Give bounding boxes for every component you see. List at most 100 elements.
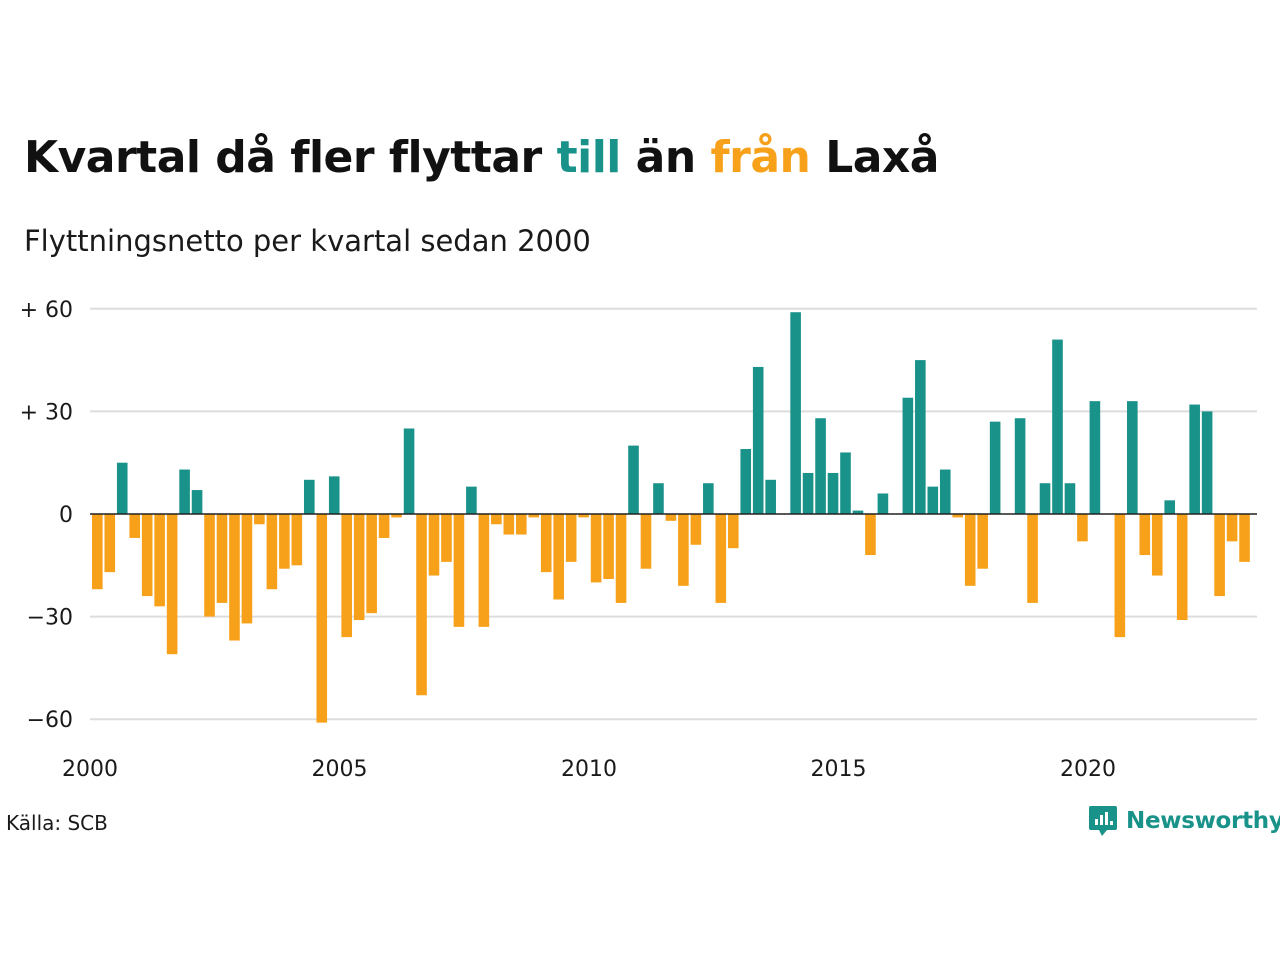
title-till-word: till xyxy=(556,132,622,183)
bar xyxy=(1052,339,1063,514)
x-tick-label: 2000 xyxy=(62,757,118,782)
bar xyxy=(565,514,577,562)
bar xyxy=(391,514,402,518)
bar xyxy=(715,514,727,603)
bar xyxy=(141,514,153,597)
y-tick-label: + 30 xyxy=(20,400,73,425)
bar xyxy=(104,514,116,573)
bar xyxy=(466,486,477,514)
bar xyxy=(166,514,178,655)
bar xyxy=(503,514,515,535)
y-tick-label: 0 xyxy=(59,503,73,528)
bar xyxy=(678,514,689,586)
bar xyxy=(428,514,440,576)
bar xyxy=(977,514,988,569)
bar xyxy=(279,514,290,569)
bar xyxy=(877,493,889,514)
bar xyxy=(1039,483,1051,514)
bar xyxy=(939,469,951,514)
bar xyxy=(1239,514,1250,562)
y-tick-label: −30 xyxy=(27,606,73,631)
bar xyxy=(316,514,328,723)
bar xyxy=(266,514,278,590)
y-axis: + 60 + 30 0 −30 −60 xyxy=(20,298,73,733)
bar xyxy=(378,514,390,538)
brand-logo[interactable]: Newsworthy xyxy=(1088,804,1280,838)
bar-chart: + 60 + 30 0 −30 −60 2000 2005 2010 2015 2020 xyxy=(20,298,1257,782)
title-fran-word: från xyxy=(710,132,811,183)
title-part-3: Laxå xyxy=(810,132,939,183)
bar xyxy=(478,514,490,627)
bar xyxy=(1014,418,1026,514)
bar xyxy=(366,514,377,614)
bar xyxy=(528,514,540,518)
bar xyxy=(590,514,602,583)
bar xyxy=(328,476,340,514)
bar xyxy=(902,397,914,514)
bar xyxy=(441,514,452,562)
x-tick-label: 2020 xyxy=(1060,757,1116,782)
x-tick-label: 2005 xyxy=(312,757,368,782)
bar xyxy=(827,472,839,514)
bar xyxy=(515,514,527,535)
bar xyxy=(915,360,926,514)
bar xyxy=(216,514,228,603)
bar xyxy=(204,514,215,617)
bar xyxy=(353,514,365,621)
bar xyxy=(1089,401,1101,514)
bar xyxy=(179,469,190,514)
bar xyxy=(154,514,165,607)
bar xyxy=(578,514,589,518)
bar xyxy=(1151,514,1163,576)
bar xyxy=(740,449,752,514)
bar xyxy=(116,462,128,514)
bar xyxy=(453,514,465,627)
bar xyxy=(840,452,851,514)
bar xyxy=(952,514,964,518)
bar xyxy=(303,479,315,514)
bar xyxy=(92,514,103,590)
bar xyxy=(927,486,939,514)
bar xyxy=(553,514,564,600)
y-tick-label: −60 xyxy=(27,708,73,733)
bar xyxy=(1027,514,1038,603)
bar xyxy=(1077,514,1088,542)
bar xyxy=(491,514,502,525)
bar xyxy=(865,514,876,556)
bar xyxy=(703,483,714,514)
bar xyxy=(1226,514,1238,542)
bar xyxy=(1064,483,1076,514)
bar xyxy=(341,514,352,638)
y-tick-label: + 60 xyxy=(20,298,73,323)
bar xyxy=(690,514,702,545)
bar xyxy=(1139,514,1151,556)
brand-name: Newsworthy xyxy=(1126,808,1280,834)
bar xyxy=(1201,411,1213,514)
bar xyxy=(653,483,664,514)
bar xyxy=(403,428,415,514)
bar xyxy=(628,445,639,514)
bars xyxy=(92,312,1250,723)
bar xyxy=(1164,500,1176,514)
bar xyxy=(540,514,552,573)
bar xyxy=(852,510,864,514)
bar xyxy=(416,514,427,696)
bar xyxy=(1189,404,1200,514)
bar xyxy=(615,514,627,603)
bar xyxy=(603,514,614,579)
chart-title: Kvartal då fler flyttar till än från Lax… xyxy=(24,132,939,183)
title-part-2: än xyxy=(620,132,711,183)
x-axis: 2000 2005 2010 2015 2020 xyxy=(62,757,1116,782)
bar xyxy=(1214,514,1225,597)
bar xyxy=(241,514,253,624)
bar xyxy=(1114,514,1126,638)
x-tick-label: 2015 xyxy=(811,757,867,782)
bar xyxy=(229,514,240,641)
bar xyxy=(752,366,764,514)
bar xyxy=(765,479,776,514)
bar-chart-speech-bubble-icon xyxy=(1089,806,1117,836)
source-note: Källa: SCB xyxy=(6,811,108,835)
bar xyxy=(191,490,203,514)
bar xyxy=(291,514,303,566)
bar xyxy=(802,472,814,514)
